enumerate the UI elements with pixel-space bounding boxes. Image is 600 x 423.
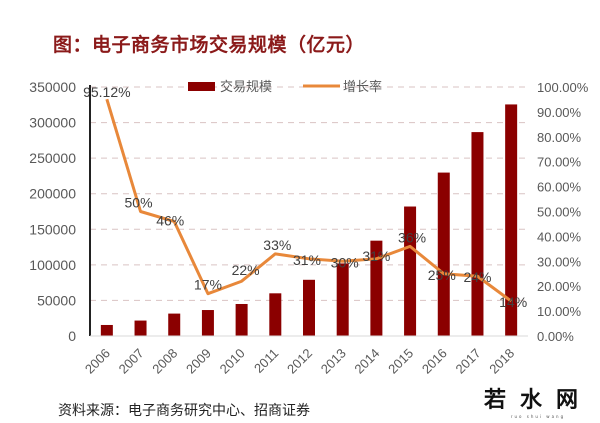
growth-line bbox=[105, 98, 513, 303]
right-axis-tick: 0.00% bbox=[537, 329, 574, 344]
left-axis-tick: 200000 bbox=[29, 186, 76, 202]
watermark-text: 若水网 bbox=[483, 388, 592, 413]
watermark-subtext: ruo shui wang bbox=[510, 414, 566, 419]
data-label: 95.12% bbox=[83, 84, 130, 100]
bar bbox=[505, 104, 518, 337]
legend-bar-swatch bbox=[188, 82, 215, 91]
x-axis-tick: 2006 bbox=[82, 346, 113, 377]
bar bbox=[437, 172, 450, 336]
right-axis-tick: 70.00% bbox=[537, 155, 582, 170]
right-axis-tick: 20.00% bbox=[537, 279, 582, 294]
x-axis-tick: 2018 bbox=[486, 346, 517, 377]
x-axis-tick: 2011 bbox=[251, 346, 281, 376]
data-label: 46% bbox=[156, 212, 184, 228]
bar bbox=[269, 293, 282, 336]
source-note: 资料来源：电子商务研究中心、招商证券 bbox=[58, 403, 310, 419]
x-axis-tick: 2017 bbox=[453, 346, 484, 377]
right-axis-tick: 40.00% bbox=[537, 229, 582, 244]
watermark-logo: 若水网 ruo shui wang bbox=[476, 382, 600, 419]
data-label: 31% bbox=[362, 248, 390, 264]
data-label: 24% bbox=[463, 269, 491, 285]
right-axis-tick: 50.00% bbox=[537, 205, 582, 220]
right-axis-tick: 80.00% bbox=[537, 130, 582, 145]
x-axis-tick: 2008 bbox=[149, 346, 180, 377]
data-label: 36% bbox=[398, 229, 426, 245]
data-label: 17% bbox=[194, 277, 222, 293]
data-label: 33% bbox=[263, 237, 291, 253]
data-label: 25% bbox=[428, 267, 456, 283]
bar bbox=[370, 240, 383, 336]
x-axis-tick: 2014 bbox=[351, 346, 382, 377]
left-axis-tick: 250000 bbox=[29, 150, 76, 166]
data-label: 30% bbox=[331, 254, 359, 270]
legend-bar-label: 交易规模 bbox=[220, 79, 272, 94]
x-axis-tick: 2013 bbox=[318, 346, 349, 377]
data-label: 31% bbox=[293, 252, 321, 268]
left-axis-tick: 300000 bbox=[29, 115, 76, 131]
data-label: 50% bbox=[125, 195, 153, 211]
right-axis-tick: 30.00% bbox=[537, 254, 582, 269]
data-label: 22% bbox=[232, 262, 260, 278]
legend-line-label: 增长率 bbox=[343, 79, 382, 94]
x-axis-tick: 2016 bbox=[419, 346, 450, 377]
right-axis-tick: 100.00% bbox=[537, 80, 589, 95]
left-axis-tick: 350000 bbox=[29, 79, 76, 95]
bar bbox=[235, 303, 248, 336]
bar bbox=[168, 313, 181, 336]
chart-title: 图：电子商务市场交易规模（亿元） bbox=[53, 34, 366, 56]
left-axis-tick: 150000 bbox=[29, 221, 76, 237]
data-label: 14% bbox=[499, 294, 527, 310]
bar bbox=[303, 279, 315, 336]
right-axis-tick: 90.00% bbox=[537, 105, 582, 120]
left-axis-tick: 0 bbox=[68, 328, 76, 344]
bar bbox=[134, 320, 147, 336]
x-axis-tick: 2009 bbox=[183, 346, 214, 377]
bar bbox=[471, 132, 484, 336]
bar bbox=[336, 263, 349, 336]
x-axis-tick: 2012 bbox=[284, 346, 315, 377]
x-axis-tick: 2010 bbox=[217, 346, 248, 377]
bar-series bbox=[100, 104, 518, 337]
right-axis-tick: 10.00% bbox=[537, 304, 582, 319]
left-axis-tick: 50000 bbox=[37, 292, 76, 308]
gridlines bbox=[90, 86, 528, 301]
x-axis-tick: 2007 bbox=[116, 346, 147, 377]
bar bbox=[100, 324, 113, 336]
line-series: 95.12%50%46%17%22%33%31% 30% 31%36%25% 24%1… bbox=[83, 84, 527, 310]
legend: 交易规模 增长率 bbox=[188, 79, 382, 94]
right-axis-tick: 60.00% bbox=[537, 180, 582, 195]
bar bbox=[404, 206, 417, 336]
x-axis-tick: 2015 bbox=[385, 346, 416, 377]
left-axis-tick: 100000 bbox=[29, 257, 76, 273]
bar bbox=[201, 310, 214, 336]
